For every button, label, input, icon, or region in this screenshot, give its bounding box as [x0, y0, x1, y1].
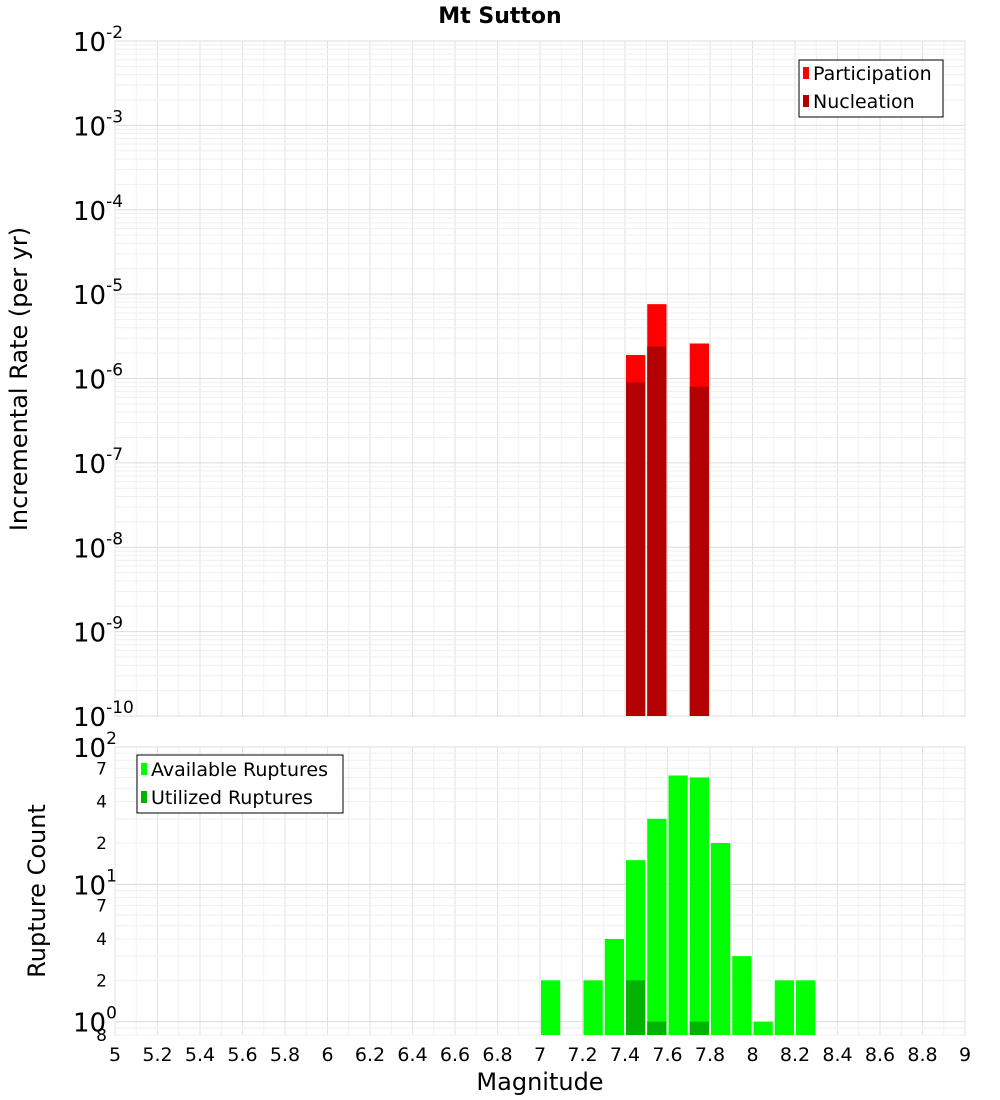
x-tick-label: 8.6: [865, 1044, 895, 1066]
y-tick-label: 10-5: [73, 276, 123, 311]
x-tick-label: 6.4: [397, 1044, 427, 1066]
x-tick-label: 8.4: [822, 1044, 852, 1066]
x-tick-label: 7.4: [610, 1044, 640, 1066]
legend-nucleation-swatch: [803, 95, 809, 107]
bar-available-ruptures: [541, 980, 561, 1035]
x-tick-label: 8.2: [780, 1044, 810, 1066]
bar-available-ruptures: [753, 1021, 773, 1035]
bar-available-ruptures: [604, 939, 624, 1035]
x-tick-label: 5.6: [227, 1044, 257, 1066]
bar-available-ruptures: [774, 980, 794, 1035]
y-tick-label-minor: 8: [96, 1026, 107, 1046]
bar-available-ruptures: [583, 980, 603, 1035]
bar-nucleation: [647, 346, 667, 716]
x-tick-label: 7: [534, 1044, 546, 1066]
y-tick-label-minor: 7: [96, 897, 107, 917]
bottom-legend: Available Ruptures Utilized Ruptures: [136, 754, 344, 814]
y-tick-label: 10-10: [73, 698, 134, 733]
y-tick-label: 10-3: [73, 107, 123, 142]
y-tick-label-minor: 7: [96, 759, 107, 779]
y-tick-label-minor: 2: [96, 834, 107, 854]
legend-participation-label: Participation: [813, 63, 932, 85]
y-tick-label-minor: 4: [96, 930, 107, 950]
x-tick-label: 6.8: [482, 1044, 512, 1066]
legend-available-swatch: [141, 763, 147, 775]
legend-nucleation-label: Nucleation: [813, 91, 915, 113]
y-tick-label-major: 100: [73, 1004, 117, 1039]
top-legend: Participation Nucleation: [798, 59, 944, 118]
bottom-legend-box: [136, 754, 344, 814]
bottom-bars: [541, 775, 816, 1035]
chart-title: Mt Sutton: [438, 4, 561, 29]
top-legend-box: [798, 59, 944, 118]
bottom-y-tick-labels: 100 101 102 8 2 4 7 2 4 7: [73, 729, 117, 1046]
y-tick-label: 10-9: [73, 614, 123, 649]
x-tick-label: 7.8: [695, 1044, 725, 1066]
bar-available-ruptures: [711, 843, 731, 1035]
bar-utilized-ruptures: [647, 1021, 667, 1035]
y-tick-label-minor: 2: [96, 971, 107, 991]
y-tick-label-minor: 4: [96, 793, 107, 813]
x-tick-label: 6.6: [440, 1044, 470, 1066]
x-tick-label: 6: [321, 1044, 333, 1066]
x-tick-label: 5.4: [185, 1044, 215, 1066]
top-bars: [626, 304, 709, 716]
legend-utilized-swatch: [141, 791, 147, 803]
y-tick-label: 10-8: [73, 529, 123, 564]
x-tick-label: 8: [746, 1044, 758, 1066]
x-tick-label: 6.2: [355, 1044, 385, 1066]
x-tick-label: 5.2: [142, 1044, 172, 1066]
bar-available-ruptures: [732, 956, 752, 1035]
y-tick-label: 10-2: [73, 23, 123, 58]
bar-nucleation: [626, 382, 646, 716]
y-tick-label-major: 102: [73, 729, 117, 764]
legend-utilized-label: Utilized Ruptures: [151, 787, 313, 809]
y-tick-label: 10-7: [73, 445, 123, 480]
y-tick-label: 10-6: [73, 361, 123, 396]
bar-nucleation: [689, 386, 709, 716]
bar-available-ruptures: [689, 777, 709, 1035]
bar-available-ruptures: [796, 980, 816, 1035]
top-grid: [114, 40, 966, 717]
legend-participation-swatch: [803, 67, 809, 79]
legend-available-label: Available Ruptures: [151, 759, 328, 781]
x-tick-label: 7.6: [652, 1044, 682, 1066]
x-tick-label: 8.8: [907, 1044, 937, 1066]
x-tick-label: 9: [959, 1044, 971, 1066]
x-axis-label: Magnitude: [476, 1068, 603, 1096]
bar-utilized-ruptures: [689, 1021, 709, 1035]
x-tick-label: 5.8: [270, 1044, 300, 1066]
x-tick-label: 5: [109, 1044, 121, 1066]
bar-available-ruptures: [647, 818, 667, 1035]
top-y-tick-labels: 10-10 10-9 10-8 10-7 10-6 10-5 10-4 10-3 10-2: [73, 23, 134, 733]
x-tick-labels: 5 5.2 5.4 5.6 5.8 6 6.2 6.4 6.6 6.8 7 7.2 7.4 7.6 7.8 8…: [109, 1044, 971, 1066]
bottom-y-axis-label: Rupture Count: [23, 804, 51, 978]
top-y-axis-label: Incremental Rate (per yr): [5, 227, 33, 531]
bar-available-ruptures: [668, 775, 688, 1035]
y-tick-label: 10-4: [73, 192, 123, 227]
y-tick-label-major: 101: [73, 866, 117, 901]
bar-utilized-ruptures: [626, 980, 646, 1035]
x-tick-label: 7.2: [567, 1044, 597, 1066]
